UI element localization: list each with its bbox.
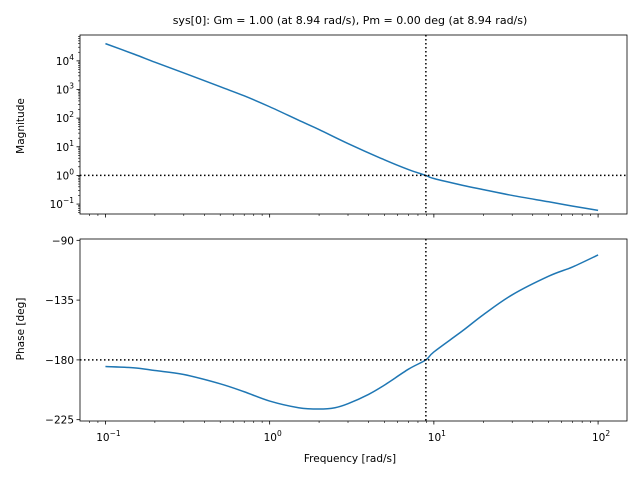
x-tick-label: 100 xyxy=(264,429,282,444)
phase-series-line xyxy=(105,254,599,410)
phase-y-tick-label: −225 xyxy=(45,415,74,427)
magnitude-panel: 10−1 100 101 102 103 104 xyxy=(50,34,628,218)
x-axis-label: Frequency [rad/s] xyxy=(304,453,396,465)
phase-y-tick-label: −135 xyxy=(45,295,74,307)
mag-y-tick-label: 100 xyxy=(56,167,74,182)
phase-axis-label: Phase [deg] xyxy=(15,298,27,361)
x-tick-label: 101 xyxy=(428,429,446,444)
mag-y-tick-label: 101 xyxy=(56,139,74,154)
chart-title: sys[0]: Gm = 1.00 (at 8.94 rad/s), Pm = … xyxy=(173,14,528,27)
x-tick-label: 102 xyxy=(592,429,610,444)
mag-y-tick-label: 104 xyxy=(56,53,74,68)
mag-y-tick-label: 103 xyxy=(56,82,74,97)
phase-y-tick-label: −180 xyxy=(45,355,74,367)
phase-y-tick-label: −90 xyxy=(52,235,74,247)
x-tick-label: 10−1 xyxy=(96,429,121,444)
magnitude-axis-label: Magnitude xyxy=(15,98,27,154)
mag-y-tick-label: 102 xyxy=(56,110,74,125)
mag-y-tick-label: 10−1 xyxy=(50,196,75,211)
mag-series-line xyxy=(105,42,599,212)
mag-frame xyxy=(79,34,628,215)
phase-panel: 10−1 100 101 102 −90 −135 −180 −225 xyxy=(45,235,628,444)
phase-frame xyxy=(79,238,628,422)
